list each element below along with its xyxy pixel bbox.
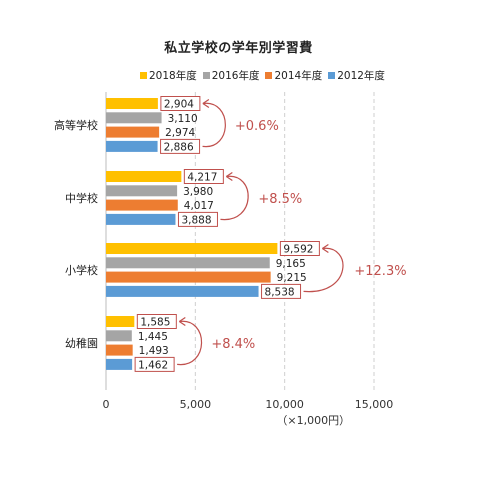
legend-item: 2014年度: [265, 68, 322, 83]
category-label: 幼稚園: [65, 337, 98, 350]
data-label: 1,445: [138, 331, 168, 343]
legend-swatch: [140, 72, 147, 79]
bar: [106, 330, 132, 342]
bar: [106, 257, 270, 269]
data-label-box: [279, 241, 320, 256]
legend-label: 2014年度: [274, 70, 323, 82]
data-label-box: [134, 356, 175, 372]
bar: [106, 243, 278, 254]
growth-arc: [220, 175, 249, 221]
legend-item: 2016年度: [202, 68, 260, 83]
bar: [106, 213, 176, 225]
data-label-box: [160, 138, 201, 154]
bar: [106, 185, 178, 197]
bar: [106, 344, 133, 356]
data-label: 9,165: [276, 258, 306, 270]
category-label: 中学校: [65, 191, 98, 205]
growth-arc: [177, 320, 203, 366]
legend-swatch: [265, 72, 273, 79]
data-label-box: [261, 283, 302, 299]
growth-label: +0.6%: [235, 119, 279, 134]
category-label: 高等学校: [54, 118, 98, 132]
data-label: 4,217: [187, 172, 217, 184]
legend-label: 2012年度: [337, 70, 385, 82]
legend-swatch: [202, 72, 210, 79]
legend-item: 2012年度: [328, 68, 385, 83]
growth-label: +8.4%: [211, 337, 255, 352]
legend: 2018年度 2016年度 2014年度 2012年度: [140, 68, 391, 83]
data-label-box: [160, 96, 201, 111]
growth-arc: [202, 102, 226, 148]
bar: [106, 126, 160, 138]
bar: [106, 358, 133, 370]
data-label: 3,888: [181, 214, 211, 226]
bar: [106, 316, 135, 327]
bar: [106, 171, 182, 182]
data-label-box: [183, 169, 224, 184]
bar: [106, 285, 259, 297]
x-tick-label: 5,000: [180, 398, 212, 411]
growth-label: +8.5%: [258, 192, 302, 207]
bar: [106, 271, 271, 283]
growth-arrowhead: [226, 172, 233, 181]
growth-arrowhead: [202, 99, 210, 108]
category-label: 小学校: [65, 263, 98, 277]
chart-title: 私立学校の学年別学習費: [164, 41, 313, 56]
x-tick-label: 15,000: [355, 398, 394, 411]
data-label: 1,585: [140, 317, 170, 329]
bar: [106, 140, 158, 152]
data-label-box: [136, 314, 177, 329]
data-label: 2,904: [164, 99, 194, 111]
data-label: 9,215: [277, 272, 307, 284]
data-label: 4,017: [184, 200, 214, 212]
data-label: 8,538: [265, 286, 295, 298]
x-axis-label: （×1,000円）: [276, 414, 350, 427]
data-label: 1,493: [139, 345, 169, 357]
x-tick-label: 0: [103, 398, 110, 411]
growth-label: +12.3%: [354, 264, 406, 279]
bar: [106, 112, 162, 124]
data-label: 1,462: [138, 359, 168, 371]
growth-arrowhead: [178, 317, 186, 326]
legend-label: 2016年度: [211, 70, 260, 82]
data-label-box: [177, 211, 218, 227]
data-label: 2,974: [165, 127, 195, 139]
bar: [106, 98, 158, 109]
data-label: 2,886: [164, 141, 194, 153]
legend-item: 2018年度: [140, 68, 197, 83]
growth-arc: [303, 247, 344, 293]
x-tick-label: 10,000: [265, 398, 304, 411]
legend-swatch: [328, 72, 336, 79]
growth-arrowhead: [322, 244, 329, 253]
data-label: 3,980: [183, 186, 213, 198]
data-label: 9,592: [283, 244, 313, 256]
bar: [106, 199, 178, 211]
data-label: 3,110: [168, 113, 198, 125]
legend-label: 2018年度: [149, 70, 197, 82]
